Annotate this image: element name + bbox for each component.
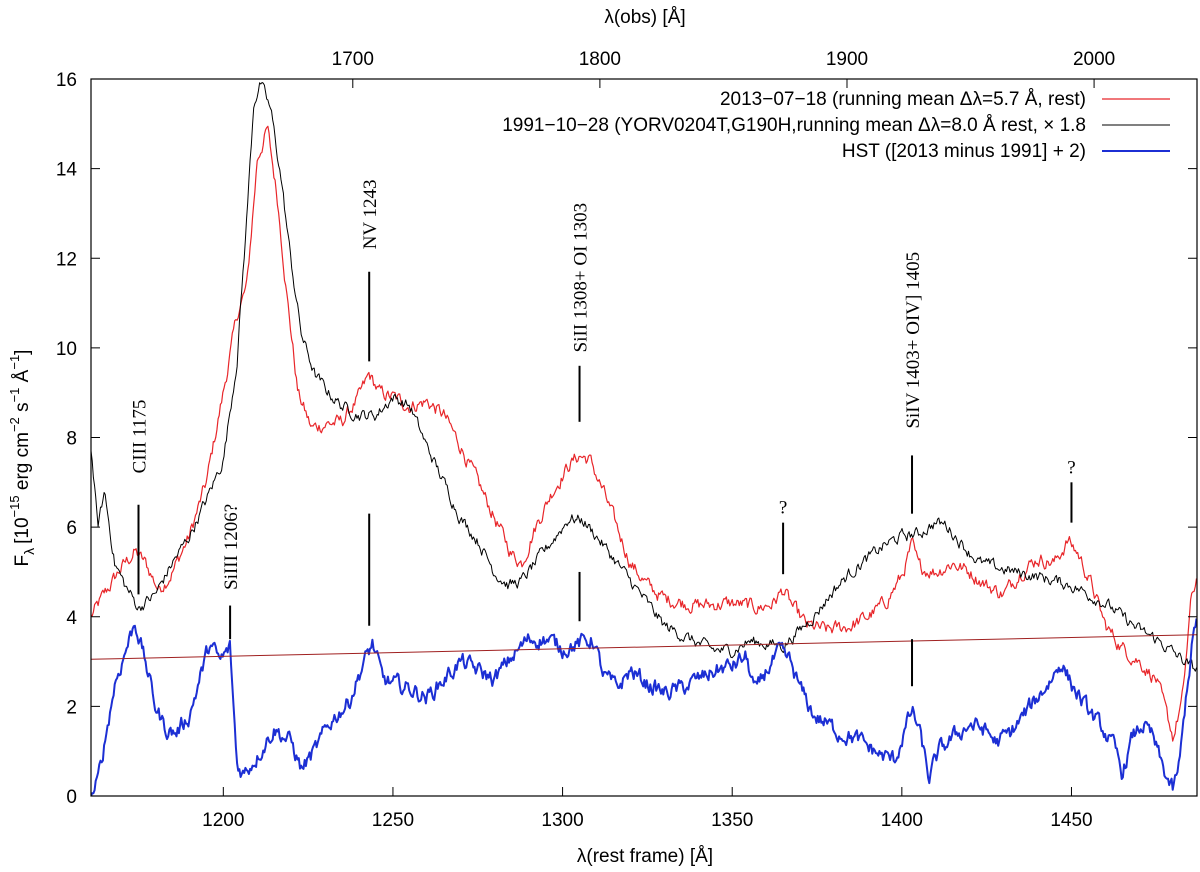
marker-label-6: ? bbox=[1067, 457, 1075, 478]
marker-label-3: SiII 1308+ OI 1303 bbox=[571, 203, 592, 353]
y-axis-title: Fλ[10−15 erg cm−2 s−1 Å−1] bbox=[7, 350, 37, 567]
y-axis-title-prefix: [10 bbox=[12, 517, 33, 543]
marker-label-5: SiIV 1403+ OIV] 1405 bbox=[903, 252, 924, 429]
series-line-3 bbox=[91, 634, 1197, 660]
series-line-1 bbox=[91, 82, 1197, 672]
y-axis-title-sub: λ bbox=[21, 548, 37, 555]
y-axis-title-mid3: Å bbox=[12, 369, 33, 387]
legend-label-0: 2013−07−18 (running mean Δλ=5.7 Å, rest) bbox=[720, 89, 1086, 110]
y-axis-title-exp4: −1 bbox=[7, 355, 22, 370]
y-axis-title-end: ] bbox=[12, 350, 33, 355]
x-tick-label: 1350 bbox=[711, 810, 753, 831]
x-tick-label: 1250 bbox=[372, 810, 414, 831]
marker-label-1: SiIII 1206? bbox=[221, 504, 242, 590]
legend: 2013−07−18 (running mean Δλ=5.7 Å, rest)… bbox=[502, 89, 1170, 162]
legend-label-2: HST ([2013 minus 1991] + 2) bbox=[842, 141, 1086, 162]
x2-axis-title: λ(obs) [Å] bbox=[604, 7, 685, 28]
x2-tick-label: 1700 bbox=[332, 49, 374, 70]
y-tick-label: 10 bbox=[56, 339, 77, 360]
y-tick-label: 16 bbox=[56, 70, 77, 91]
y-tick-label: 12 bbox=[56, 249, 77, 270]
marker-label-4: ? bbox=[779, 498, 787, 519]
x-tick-label: 1400 bbox=[881, 810, 923, 831]
y-tick-label: 2 bbox=[66, 697, 77, 718]
legend-label-1: 1991−10−28 (YORV0204T,G190H,running mean… bbox=[502, 115, 1086, 136]
y-axis-title-exp2: −2 bbox=[7, 417, 22, 432]
y-axis-title-exp1: −15 bbox=[7, 495, 22, 517]
line-marker-group: CIII 1175 SiIII 1206? NV 1243 SiII 1308+ OI… bbox=[129, 179, 1076, 687]
marker-label-2: NV 1243 bbox=[360, 179, 381, 249]
y-axis-title-base: F bbox=[12, 555, 33, 567]
x2-tick-label: 1800 bbox=[579, 49, 621, 70]
series-line-2 bbox=[91, 618, 1197, 796]
x-axis-title: λ(rest frame) [Å] bbox=[577, 846, 713, 867]
x2-tick-label: 2000 bbox=[1073, 49, 1115, 70]
marker-label-0: CIII 1175 bbox=[129, 400, 150, 474]
x-tick-label: 1300 bbox=[541, 810, 583, 831]
y-tick-label: 8 bbox=[66, 429, 77, 450]
x-tick-label: 1450 bbox=[1050, 810, 1092, 831]
x2-tick-label: 1900 bbox=[826, 49, 868, 70]
axes-group: 0 2 4 6 8 10 12 14 16 1200 1250 1300 1350 1400 1450 170… bbox=[56, 49, 1197, 831]
series-line-0 bbox=[91, 125, 1197, 742]
y-tick-label: 6 bbox=[66, 518, 77, 539]
x-tick-label: 1200 bbox=[202, 810, 244, 831]
y-axis-title-mid2: s bbox=[12, 402, 33, 417]
y-axis-title-exp3: −1 bbox=[7, 388, 22, 403]
y-axis-title-mid1: erg cm bbox=[12, 432, 33, 495]
y-tick-label: 4 bbox=[66, 608, 77, 629]
plot-series-group bbox=[91, 82, 1197, 796]
y-tick-label: 14 bbox=[56, 160, 78, 181]
y-tick-label: 0 bbox=[66, 787, 77, 808]
